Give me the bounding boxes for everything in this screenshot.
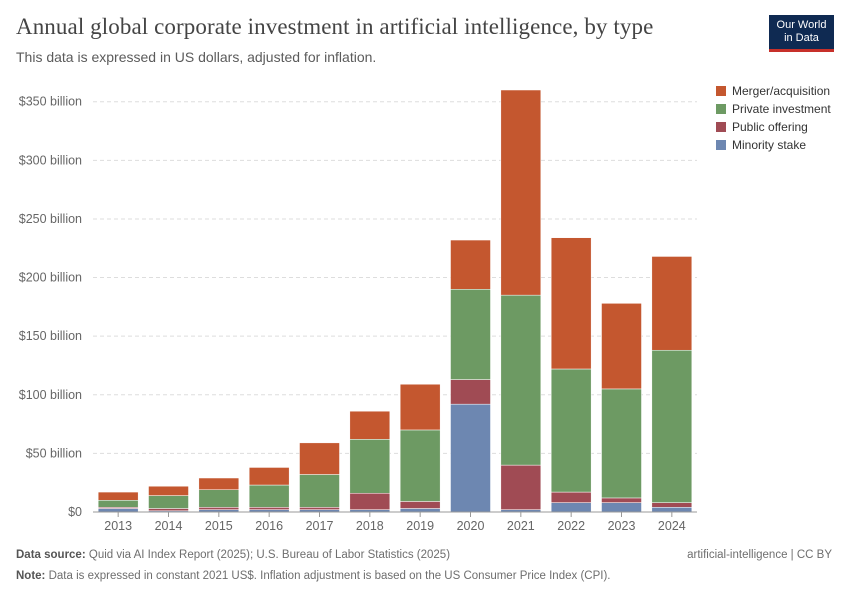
data-source-text[interactable]: Quid via AI Index Report (2025); U.S. Bu… <box>88 549 451 561</box>
bar-segment-minority-stake-2023 <box>601 502 642 513</box>
bar-segment-merger-acquisition-2021 <box>500 89 542 296</box>
bar-segment-merger-acquisition-2024 <box>651 256 693 351</box>
legend-item-public-offering[interactable]: Public offering <box>716 118 831 136</box>
logo-line-1: Our World <box>776 19 827 31</box>
legend-label: Private investment <box>732 102 831 116</box>
x-tick-label: 2024 <box>658 519 686 533</box>
x-tick-label: 2021 <box>507 519 535 533</box>
note-line: Note: Data is expressed in constant 2021… <box>16 570 610 582</box>
y-tick-label: $0 <box>68 505 82 519</box>
bar-segment-public-offering-2015 <box>198 507 240 510</box>
legend-label: Public offering <box>732 120 808 134</box>
x-tick-label: 2014 <box>155 519 183 533</box>
y-tick-label: $350 billion <box>19 95 82 109</box>
bar-segment-private-investment-2023 <box>601 388 642 499</box>
bar-segment-private-investment-2019 <box>399 429 441 502</box>
chart-title: Annual global corporate investment in ar… <box>16 14 654 39</box>
chart-legend: Merger/acquisition Private investment Publ… <box>716 82 831 154</box>
legend-swatch <box>716 86 726 96</box>
x-tick-label: 2018 <box>356 519 384 533</box>
bar-segment-merger-acquisition-2014 <box>148 485 189 496</box>
y-tick-label: $50 billion <box>26 446 82 460</box>
bar-segment-merger-acquisition-2018 <box>349 410 391 440</box>
bar-segment-merger-acquisition-2022 <box>550 237 592 370</box>
note-label: Note: <box>16 570 46 582</box>
legend-swatch <box>716 104 726 114</box>
bar-segment-merger-acquisition-2016 <box>248 467 290 486</box>
x-tick-label: 2022 <box>557 519 585 533</box>
bar-segment-merger-acquisition-2017 <box>299 442 340 475</box>
legend-item-private-investment[interactable]: Private investment <box>716 100 831 118</box>
bar-segment-public-offering-2018 <box>349 492 391 510</box>
bar-segment-merger-acquisition-2015 <box>198 477 240 490</box>
chart-subtitle: This data is expressed in US dollars, ad… <box>16 49 377 65</box>
bar-segment-public-offering-2016 <box>248 507 290 510</box>
bar-segment-public-offering-2014 <box>148 508 189 512</box>
bar-segment-minority-stake-2019 <box>399 508 441 513</box>
y-tick-label: $150 billion <box>19 329 82 343</box>
bar-segment-private-investment-2024 <box>651 349 693 503</box>
bar-segment-public-offering-2023 <box>601 497 642 503</box>
bar-segment-minority-stake-2013 <box>97 508 139 513</box>
bar-segment-private-investment-2020 <box>450 289 491 380</box>
bar-segment-public-offering-2022 <box>550 491 592 503</box>
bar-segment-public-offering-2019 <box>399 501 441 509</box>
bar-segment-merger-acquisition-2020 <box>450 239 491 290</box>
bar-segment-minority-stake-2024 <box>651 507 693 513</box>
x-tick-label: 2023 <box>608 519 636 533</box>
legend-item-minority-stake[interactable]: Minority stake <box>716 136 831 154</box>
data-source-label: Data source: <box>16 549 86 561</box>
bar-segment-private-investment-2016 <box>248 484 290 508</box>
bar-segment-public-offering-2021 <box>500 464 542 510</box>
bar-segment-public-offering-2024 <box>651 502 693 508</box>
legend-swatch <box>716 140 726 150</box>
owid-logo[interactable]: Our World in Data <box>769 15 834 52</box>
bar-segment-private-investment-2022 <box>550 368 592 493</box>
y-tick-label: $250 billion <box>19 212 82 226</box>
x-tick-label: 2019 <box>406 519 434 533</box>
x-tick-label: 2013 <box>104 519 132 533</box>
bar-segment-private-investment-2017 <box>299 474 340 508</box>
legend-label: Merger/acquisition <box>732 84 831 98</box>
bar-segment-public-offering-2017 <box>299 507 340 510</box>
x-tick-label: 2016 <box>255 519 283 533</box>
x-tick-label: 2017 <box>306 519 334 533</box>
license-text[interactable]: artificial-intelligence | CC BY <box>687 549 832 561</box>
bar-segment-merger-acquisition-2019 <box>399 383 441 431</box>
y-tick-label: $100 billion <box>19 388 82 402</box>
bar-segment-minority-stake-2022 <box>550 502 592 513</box>
logo-line-2: in Data <box>784 32 819 44</box>
data-source-line: Data source: Quid via AI Index Report (2… <box>16 549 450 561</box>
bar-segment-private-investment-2013 <box>97 500 139 508</box>
bar-segment-public-offering-2020 <box>450 379 491 405</box>
y-tick-label: $200 billion <box>19 271 82 285</box>
bar-segment-private-investment-2015 <box>198 489 240 508</box>
note-text: Data is expressed in constant 2021 US$. … <box>48 570 611 582</box>
legend-label: Minority stake <box>732 138 807 152</box>
bar-segment-merger-acquisition-2013 <box>97 491 139 501</box>
legend-item-merger-acquisition[interactable]: Merger/acquisition <box>716 82 831 100</box>
x-tick-label: 2020 <box>457 519 485 533</box>
y-tick-label: $300 billion <box>19 153 82 167</box>
x-tick-label: 2015 <box>205 519 233 533</box>
bar-segment-private-investment-2018 <box>349 439 391 494</box>
bar-segment-minority-stake-2020 <box>450 403 491 513</box>
bar-segment-private-investment-2014 <box>148 495 189 509</box>
bar-segment-merger-acquisition-2023 <box>601 303 642 390</box>
bar-segment-private-investment-2021 <box>500 294 542 466</box>
legend-swatch <box>716 122 726 132</box>
